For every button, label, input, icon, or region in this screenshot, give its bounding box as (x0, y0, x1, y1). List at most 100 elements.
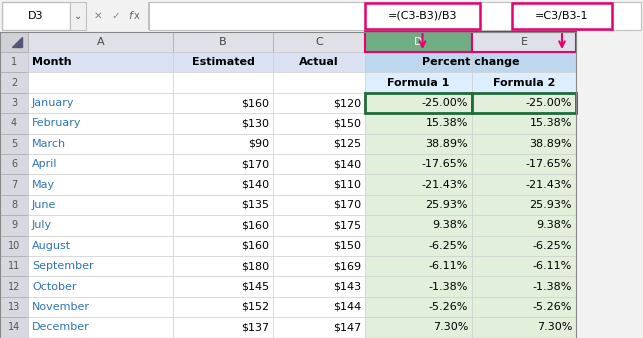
Text: $170: $170 (241, 159, 269, 169)
Text: 9: 9 (11, 220, 17, 231)
Bar (365, 72, 472, 93)
Bar (365, 236, 472, 256)
Bar (273, 195, 365, 215)
Text: 38.89%: 38.89% (426, 139, 468, 149)
Bar (365, 113, 472, 134)
Text: 8: 8 (11, 200, 17, 210)
Bar (70, 2, 86, 30)
Text: =C3/B3-1: =C3/B3-1 (535, 11, 589, 21)
Text: 25.93%: 25.93% (426, 200, 468, 210)
Bar (273, 236, 365, 256)
Text: $147: $147 (332, 322, 361, 332)
Text: ✕: ✕ (94, 11, 102, 21)
Text: D3: D3 (28, 11, 44, 21)
Text: August: August (32, 241, 71, 251)
Bar (365, 215, 472, 236)
Text: 9.38%: 9.38% (433, 220, 468, 231)
Bar (28, 317, 173, 338)
Text: -17.65%: -17.65% (422, 159, 468, 169)
Bar (173, 52, 273, 72)
Bar (28, 134, 173, 154)
Text: -21.43%: -21.43% (525, 179, 572, 190)
Text: $160: $160 (241, 98, 269, 108)
Bar (273, 32, 365, 52)
Text: -25.00%: -25.00% (422, 98, 468, 108)
Text: Month: Month (32, 57, 71, 67)
Bar (365, 93, 472, 113)
Bar (173, 113, 273, 134)
Text: $180: $180 (241, 261, 269, 271)
Text: March: March (32, 139, 66, 149)
Bar (512, 3, 612, 29)
Text: April: April (32, 159, 57, 169)
Bar (273, 215, 365, 236)
Bar (28, 195, 173, 215)
Bar (0, 297, 28, 317)
Bar (273, 154, 365, 174)
Text: $160: $160 (241, 241, 269, 251)
Text: 9.38%: 9.38% (536, 220, 572, 231)
Bar (173, 236, 273, 256)
Text: $144: $144 (332, 302, 361, 312)
Bar (365, 195, 472, 215)
Bar (173, 93, 273, 113)
Text: $175: $175 (333, 220, 361, 231)
Text: 14: 14 (8, 322, 20, 332)
Text: -25.00%: -25.00% (525, 98, 572, 108)
Text: -25.00%: -25.00% (422, 98, 468, 108)
Text: -6.25%: -6.25% (532, 241, 572, 251)
Text: 11: 11 (8, 261, 20, 271)
Text: $150: $150 (333, 241, 361, 251)
Bar (365, 317, 472, 338)
Bar (173, 215, 273, 236)
Text: 10: 10 (8, 241, 20, 251)
Text: f: f (128, 11, 132, 21)
Bar (472, 32, 576, 52)
Bar (365, 32, 472, 52)
Bar (273, 174, 365, 195)
Bar (0, 32, 28, 52)
Bar (173, 174, 273, 195)
Bar (28, 236, 173, 256)
Bar (0, 52, 28, 72)
Bar (149, 2, 641, 30)
Bar (472, 236, 576, 256)
Bar (0, 236, 28, 256)
Text: $140: $140 (241, 179, 269, 190)
Text: 6: 6 (11, 159, 17, 169)
Text: Formula 2: Formula 2 (493, 78, 555, 88)
Text: 25.93%: 25.93% (529, 200, 572, 210)
Bar (28, 32, 173, 52)
Text: ✓: ✓ (112, 11, 120, 21)
Bar (173, 276, 273, 297)
Bar (365, 3, 480, 29)
Text: -5.26%: -5.26% (532, 302, 572, 312)
Text: 38.89%: 38.89% (529, 139, 572, 149)
Bar (28, 154, 173, 174)
Bar (472, 93, 576, 113)
Text: Estimated: Estimated (192, 57, 255, 67)
Text: D: D (414, 37, 422, 47)
Bar (173, 317, 273, 338)
Bar (28, 52, 173, 72)
Text: October: October (32, 282, 77, 292)
Bar (273, 256, 365, 276)
Text: $143: $143 (333, 282, 361, 292)
Text: $125: $125 (333, 139, 361, 149)
Bar (472, 276, 576, 297)
Text: $110: $110 (333, 179, 361, 190)
Bar (273, 276, 365, 297)
Text: $160: $160 (241, 220, 269, 231)
Bar (273, 297, 365, 317)
Text: Actual: Actual (299, 57, 339, 67)
Bar (365, 93, 472, 113)
Bar (28, 174, 173, 195)
Bar (365, 256, 472, 276)
Bar (148, 2, 149, 30)
Text: 12: 12 (8, 282, 20, 292)
Bar (28, 93, 173, 113)
Bar (28, 72, 173, 93)
Text: $90: $90 (248, 139, 269, 149)
Bar (0, 0, 643, 32)
Bar (28, 256, 173, 276)
